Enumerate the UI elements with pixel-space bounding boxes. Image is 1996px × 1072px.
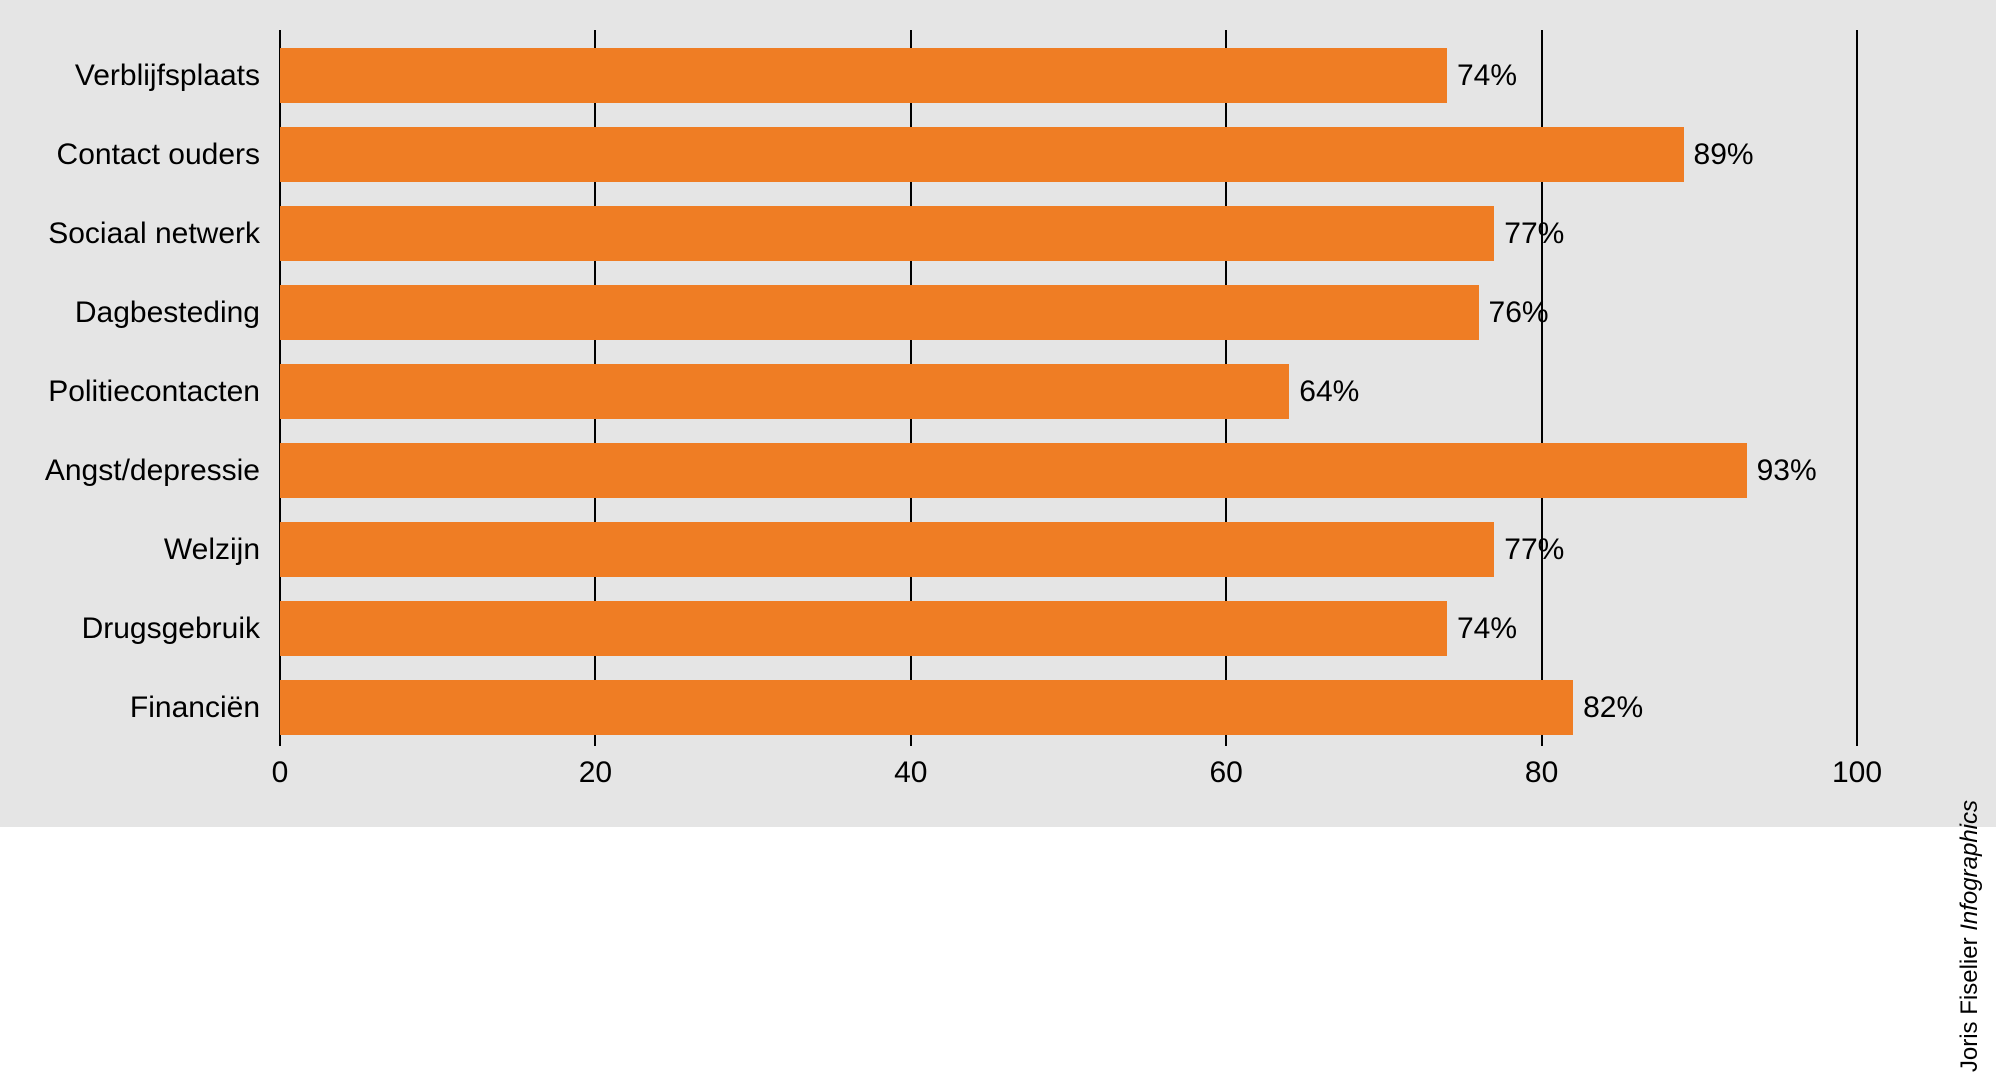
- bar-row: 77%: [280, 522, 1857, 577]
- x-tick-label: 0: [272, 756, 289, 790]
- bar-row: 74%: [280, 48, 1857, 103]
- y-axis-label: Angst/depressie: [10, 454, 260, 488]
- credit-suffix: Infographics: [1956, 800, 1983, 931]
- bar-value-label: 74%: [1447, 59, 1517, 93]
- x-tick-label: 80: [1525, 756, 1558, 790]
- bar: 93%: [280, 443, 1747, 498]
- bar-row: 93%: [280, 443, 1857, 498]
- bar-row: 89%: [280, 127, 1857, 182]
- x-tick-label: 40: [894, 756, 927, 790]
- bar: 89%: [280, 127, 1684, 182]
- bar-value-label: 82%: [1573, 691, 1643, 725]
- chart-credit: Joris Fiselier Infographics: [1956, 800, 1984, 1072]
- plot-area: 74% 89% 77% 76% 64% 93% 77% 74% 82%: [280, 30, 1857, 746]
- bar-value-label: 89%: [1684, 138, 1754, 172]
- bar-row: 74%: [280, 601, 1857, 656]
- x-tick-label: 60: [1210, 756, 1243, 790]
- credit-author: Joris Fiselier: [1956, 937, 1983, 1072]
- bar-value-label: 77%: [1494, 533, 1564, 567]
- bar-value-label: 93%: [1747, 454, 1817, 488]
- y-axis-label: Welzijn: [10, 533, 260, 567]
- chart-container: 74%89%77%76%64%93%77%74%82% Joris Fiseli…: [0, 0, 1996, 827]
- bar-row: 64%: [280, 364, 1857, 419]
- y-axis-label: Contact ouders: [10, 138, 260, 172]
- y-axis-label: Sociaal netwerk: [10, 217, 260, 251]
- x-tick-label: 20: [579, 756, 612, 790]
- bar-value-label: 64%: [1289, 375, 1359, 409]
- bar-row: 76%: [280, 285, 1857, 340]
- bar-row: 82%: [280, 680, 1857, 735]
- bar-value-label: 76%: [1479, 296, 1549, 330]
- bar: 64%: [280, 364, 1289, 419]
- bar: 77%: [280, 522, 1494, 577]
- y-axis-label: Financiën: [10, 691, 260, 725]
- bar-value-label: 77%: [1494, 217, 1564, 251]
- bar-value-label: 74%: [1447, 612, 1517, 646]
- bar-row: 77%: [280, 206, 1857, 261]
- bar: 74%: [280, 48, 1447, 103]
- y-axis-label: Verblijfsplaats: [10, 59, 260, 93]
- y-axis-label: Drugsgebruik: [10, 612, 260, 646]
- bar: 77%: [280, 206, 1494, 261]
- bar: 76%: [280, 285, 1479, 340]
- y-axis-label: Politiecontacten: [10, 375, 260, 409]
- x-tick-label: 100: [1832, 756, 1882, 790]
- y-axis-label: Dagbesteding: [10, 296, 260, 330]
- bar: 82%: [280, 680, 1573, 735]
- bar: 74%: [280, 601, 1447, 656]
